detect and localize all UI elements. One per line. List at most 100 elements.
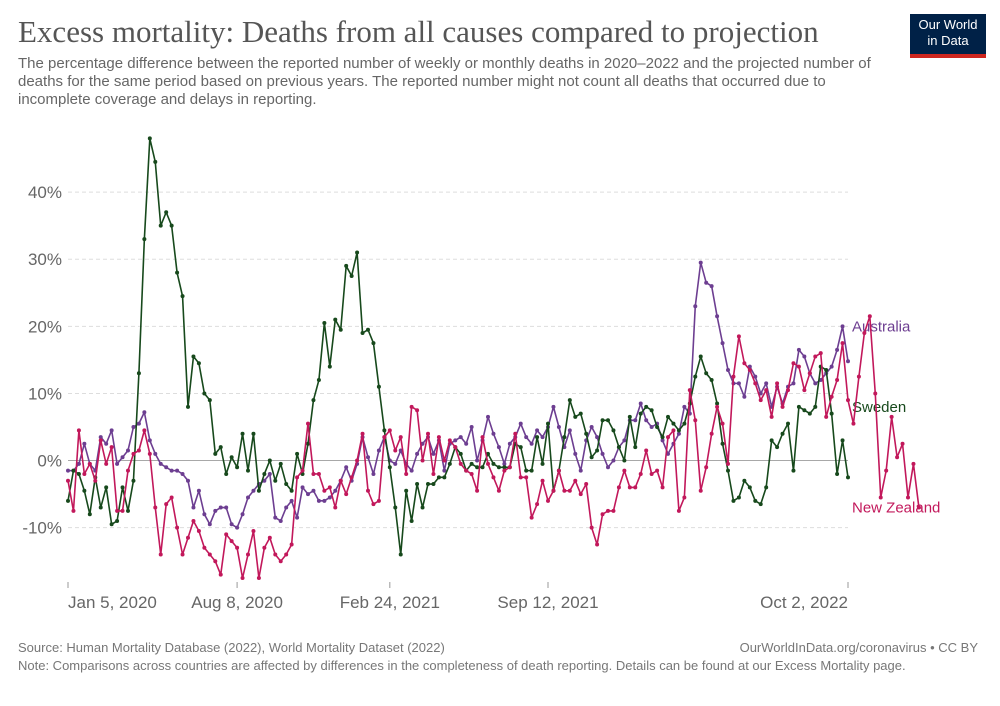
data-point [458, 435, 463, 440]
owid-logo[interactable]: Our World in Data [910, 14, 986, 58]
data-point [191, 505, 196, 510]
data-point [644, 404, 649, 409]
data-point [202, 391, 207, 396]
data-point [316, 378, 321, 383]
data-point [322, 320, 327, 325]
data-point [458, 461, 463, 466]
data-point [66, 498, 70, 503]
data-point [546, 421, 550, 426]
data-point [442, 475, 447, 480]
data-point [742, 478, 747, 483]
data-point [644, 418, 649, 423]
data-point [769, 414, 774, 419]
data-point [676, 431, 681, 436]
data-point [747, 367, 752, 372]
data-point [764, 485, 769, 490]
data-point [186, 404, 190, 409]
data-point [273, 478, 278, 483]
series-line [67, 137, 849, 556]
data-point [235, 545, 240, 550]
data-point [224, 505, 229, 510]
data-point [420, 458, 425, 463]
data-point [98, 435, 103, 440]
data-point [606, 465, 610, 470]
data-point [611, 428, 616, 433]
data-point [158, 461, 163, 466]
data-point [229, 455, 234, 460]
data-point [66, 468, 70, 473]
data-point [551, 488, 556, 493]
data-point [818, 351, 823, 356]
data-point [349, 475, 354, 480]
data-point [246, 495, 250, 500]
data-point [295, 475, 300, 480]
data-point [246, 468, 250, 473]
data-point [753, 381, 758, 386]
data-point [393, 448, 398, 453]
data-point [758, 502, 763, 507]
data-point [638, 471, 643, 476]
data-point [240, 512, 245, 517]
data-point [846, 475, 850, 480]
data-point [164, 210, 169, 215]
data-point [540, 478, 545, 483]
legend-label-new-zealand: New Zealand [852, 500, 940, 517]
data-point [529, 515, 534, 520]
data-point [611, 508, 616, 513]
data-point [213, 451, 218, 456]
data-point [453, 445, 458, 450]
data-point [180, 471, 185, 476]
data-point [338, 327, 343, 332]
data-point [807, 411, 812, 416]
data-point [775, 381, 780, 386]
data-point [633, 445, 638, 450]
license-link[interactable]: OurWorldInData.org/coronavirus • CC BY [739, 640, 978, 655]
data-point [415, 408, 420, 413]
data-point [71, 508, 76, 513]
data-point [355, 458, 360, 463]
series-sweden [66, 136, 850, 557]
data-point [202, 545, 207, 550]
data-point [709, 431, 714, 436]
data-point [502, 465, 507, 470]
data-point [507, 441, 512, 446]
data-point [104, 485, 109, 490]
data-point [126, 508, 130, 513]
data-point [802, 408, 807, 413]
logo-line-2: in Data [927, 33, 969, 48]
data-point [469, 425, 474, 429]
data-point [475, 465, 480, 470]
data-point [791, 361, 796, 366]
data-point [540, 461, 545, 466]
data-point [829, 411, 834, 416]
data-point [76, 461, 81, 466]
data-point [207, 552, 212, 557]
data-point [104, 441, 109, 446]
y-tick-label-0: -10% [22, 519, 62, 538]
logo-line-1: Our World [918, 17, 978, 32]
data-point [704, 465, 709, 470]
data-point [333, 317, 338, 322]
data-point [835, 471, 840, 476]
data-point [655, 425, 660, 429]
data-point [567, 428, 572, 433]
data-point [562, 488, 567, 493]
data-point [344, 492, 349, 497]
data-point [426, 482, 430, 487]
data-point [142, 428, 147, 433]
data-point [535, 428, 540, 433]
legend-label-sweden: Sweden [852, 399, 906, 416]
data-point [464, 468, 469, 473]
data-point [284, 505, 289, 510]
data-point [627, 414, 632, 419]
data-point [715, 404, 720, 409]
data-point [175, 270, 180, 275]
data-point [398, 435, 403, 440]
data-point [704, 280, 709, 285]
data-point [709, 378, 714, 383]
data-point [442, 468, 447, 473]
data-point [491, 475, 496, 480]
data-point [382, 435, 387, 440]
series-line [68, 261, 849, 529]
data-point [649, 408, 654, 413]
